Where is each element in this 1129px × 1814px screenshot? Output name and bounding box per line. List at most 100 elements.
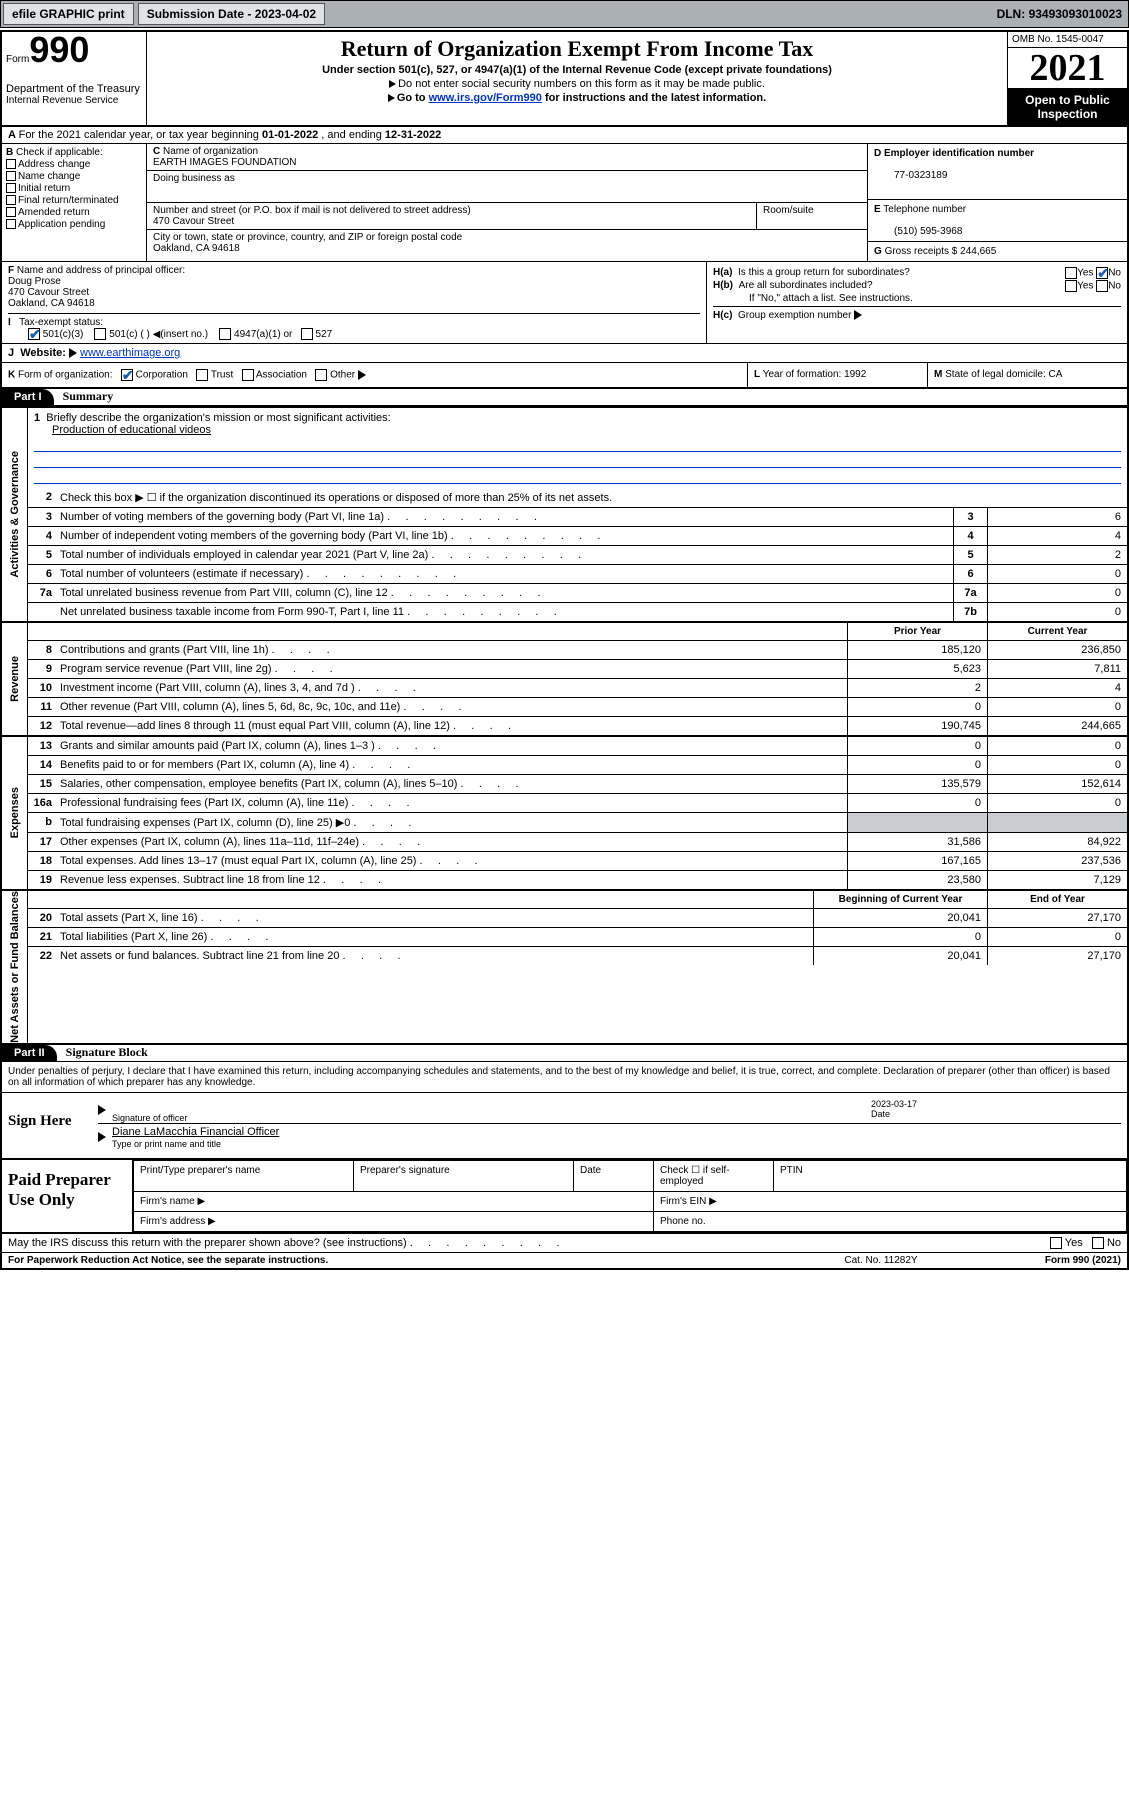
chk-amended-return[interactable]: Amended return bbox=[18, 207, 90, 218]
opt-insert: (insert no.) bbox=[160, 329, 208, 340]
omb-number: OMB No. 1545-0047 bbox=[1008, 32, 1127, 48]
phone-label: Telephone number bbox=[883, 204, 966, 215]
hb-no[interactable] bbox=[1096, 280, 1108, 292]
chk-initial-return[interactable]: Initial return bbox=[18, 183, 70, 194]
vtab-exp-label: Expenses bbox=[9, 787, 21, 838]
sig-name-label: Type or print name and title bbox=[112, 1139, 221, 1149]
sig-intro: Under penalties of perjury, I declare th… bbox=[2, 1062, 1127, 1093]
sub-date-value: 2023-04-02 bbox=[255, 7, 316, 21]
prep-selfemp[interactable]: Check ☐ if self-employed bbox=[654, 1160, 774, 1191]
mission-block: 1 Briefly describe the organization's mi… bbox=[28, 408, 1127, 488]
prep-name-hdr: Print/Type preparer's name bbox=[134, 1160, 354, 1191]
dln-value: 93493093010023 bbox=[1029, 7, 1122, 21]
chk-corp[interactable] bbox=[121, 369, 133, 381]
sig-name: Diane LaMacchia Financial Officer bbox=[112, 1126, 279, 1138]
paid-preparer-block: Paid Preparer Use Only Print/Type prepar… bbox=[2, 1160, 1127, 1234]
ein-label: Employer identification number bbox=[884, 148, 1034, 159]
hb-yes[interactable] bbox=[1065, 280, 1077, 292]
irs-link[interactable]: www.irs.gov/Form990 bbox=[429, 92, 542, 104]
officer-label: Name and address of principal officer: bbox=[17, 265, 185, 276]
chk-name-change[interactable]: Name change bbox=[18, 171, 80, 182]
header-mid: Return of Organization Exempt From Incom… bbox=[147, 32, 1007, 125]
table-row: 20 Total assets (Part X, line 16) 20,041… bbox=[28, 909, 1127, 928]
website-link[interactable]: www.earthimage.org bbox=[80, 347, 180, 359]
firm-name: Firm's name ▶ bbox=[134, 1191, 654, 1211]
part-i-header: Part I Summary bbox=[2, 389, 1127, 406]
efile-print-button[interactable]: efile GRAPHIC print bbox=[3, 3, 134, 25]
opt-4947: 4947(a)(1) or bbox=[234, 329, 292, 340]
row-klm: K Form of organization: Corporation Trus… bbox=[2, 363, 1127, 389]
irs-label: Internal Revenue Service bbox=[6, 95, 142, 106]
chk-other[interactable] bbox=[315, 369, 327, 381]
cat-no: Cat. No. 11282Y bbox=[781, 1255, 981, 1266]
chk-address-change[interactable]: Address change bbox=[18, 159, 90, 170]
tax-year: 2021 bbox=[1008, 48, 1127, 89]
website-label: Website: bbox=[20, 347, 69, 359]
prep-sig-hdr: Preparer's signature bbox=[354, 1160, 574, 1191]
part-ii-header: Part II Signature Block bbox=[2, 1043, 1127, 1062]
table-row: b Total fundraising expenses (Part IX, c… bbox=[28, 813, 1127, 833]
city-label: City or town, state or province, country… bbox=[153, 232, 462, 243]
discuss-yes[interactable] bbox=[1050, 1237, 1062, 1249]
form-prefix: Form bbox=[6, 54, 29, 65]
sub3-pre: Go to bbox=[397, 92, 429, 104]
discuss-no-label: No bbox=[1107, 1237, 1121, 1249]
opt-527: 527 bbox=[316, 329, 333, 340]
chk-501c[interactable] bbox=[94, 328, 106, 340]
chk-501c3[interactable] bbox=[28, 328, 40, 340]
section-net-assets: Net Assets or Fund Balances Beginning of… bbox=[2, 889, 1127, 1043]
chk-app-pending[interactable]: Application pending bbox=[18, 219, 105, 230]
section-expenses: Expenses 13 Grants and similar amounts p… bbox=[2, 735, 1127, 889]
dln: DLN: 93493093010023 bbox=[997, 7, 1122, 21]
firm-addr: Firm's address ▶ bbox=[134, 1211, 654, 1231]
gov-2-desc: Check this box ▶ ☐ if the organization d… bbox=[56, 488, 1127, 507]
form-number: 990 bbox=[29, 29, 89, 70]
dln-label: DLN: bbox=[997, 7, 1029, 21]
ha-no[interactable] bbox=[1096, 267, 1108, 279]
ha-yes[interactable] bbox=[1065, 267, 1077, 279]
chk-assoc[interactable] bbox=[242, 369, 254, 381]
chk-trust[interactable] bbox=[196, 369, 208, 381]
ty-begin: 01-01-2022 bbox=[262, 129, 318, 141]
chk-527[interactable] bbox=[301, 328, 313, 340]
ha-label: Is this a group return for subordinates? bbox=[738, 267, 910, 278]
vtab-rev-label: Revenue bbox=[9, 656, 21, 702]
table-row: 9 Program service revenue (Part VIII, li… bbox=[28, 660, 1127, 679]
paperwork-notice: For Paperwork Reduction Act Notice, see … bbox=[8, 1255, 781, 1266]
form-subtitle-3: Go to www.irs.gov/Form990 for instructio… bbox=[147, 92, 1007, 104]
vtab-net: Net Assets or Fund Balances bbox=[2, 891, 28, 1043]
chk-4947[interactable] bbox=[219, 328, 231, 340]
vtab-gov-label: Activities & Governance bbox=[9, 451, 21, 578]
table-row: 11 Other revenue (Part VIII, column (A),… bbox=[28, 698, 1127, 717]
table-row: 13 Grants and similar amounts paid (Part… bbox=[28, 737, 1127, 756]
sign-here-label: Sign Here bbox=[2, 1093, 92, 1158]
form-header: Form990 Department of the Treasury Inter… bbox=[2, 32, 1127, 127]
dba-label: Doing business as bbox=[153, 173, 235, 184]
discuss-q: May the IRS discuss this return with the… bbox=[8, 1237, 407, 1249]
part-i-tag: Part I bbox=[2, 389, 54, 405]
hdr-current-year: Current Year bbox=[987, 623, 1127, 640]
chk-final-return[interactable]: Final return/terminated bbox=[18, 195, 119, 206]
sign-here-block: Sign Here Signature of officer 2023-03-1… bbox=[2, 1093, 1127, 1160]
table-row: 4 Number of independent voting members o… bbox=[28, 527, 1127, 546]
lineA-pre: For the 2021 calendar year, or tax year … bbox=[19, 129, 262, 141]
yes-label2: Yes bbox=[1077, 281, 1093, 292]
sub2-text: Do not enter social security numbers on … bbox=[398, 78, 765, 90]
hb-note: If "No," attach a list. See instructions… bbox=[749, 293, 1121, 304]
section-bcde: B Check if applicable: Address change Na… bbox=[2, 144, 1127, 262]
opt-trust: Trust bbox=[211, 370, 233, 381]
gross-value: 244,665 bbox=[960, 246, 996, 257]
table-row: 15 Salaries, other compensation, employe… bbox=[28, 775, 1127, 794]
discuss-row: May the IRS discuss this return with the… bbox=[2, 1234, 1127, 1252]
sig-officer-label: Signature of officer bbox=[112, 1099, 871, 1123]
discuss-no[interactable] bbox=[1092, 1237, 1104, 1249]
col-de: D Employer identification number77-03231… bbox=[867, 144, 1127, 261]
f-col: F Name and address of principal officer:… bbox=[2, 262, 707, 343]
yes-label: Yes bbox=[1077, 268, 1093, 279]
table-row: 22 Net assets or fund balances. Subtract… bbox=[28, 947, 1127, 965]
officer-addr1: 470 Cavour Street bbox=[8, 287, 89, 298]
prep-date-hdr: Date bbox=[574, 1160, 654, 1191]
table-row: 18 Total expenses. Add lines 13–17 (must… bbox=[28, 852, 1127, 871]
opt-corp: Corporation bbox=[136, 370, 188, 381]
opt-other: Other bbox=[330, 370, 355, 381]
